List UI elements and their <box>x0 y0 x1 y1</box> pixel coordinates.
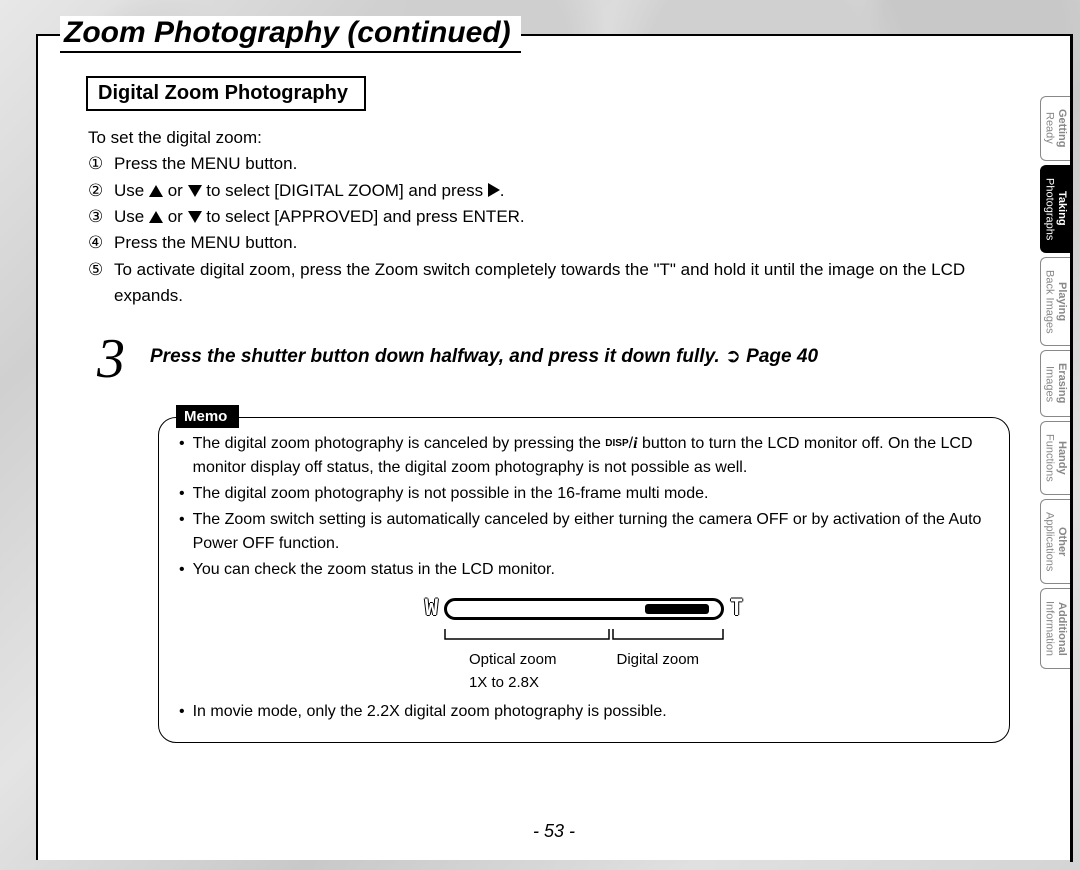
side-tabs: GettingReady TakingPhotographs PlayingBa… <box>1040 96 1070 669</box>
step-3-line: ③ Use or to select [APPROVED] and press … <box>88 204 1010 230</box>
tab-erasing-images[interactable]: ErasingImages <box>1040 350 1070 416</box>
memo-section: Memo • The digital zoom photography is c… <box>158 405 1010 743</box>
step-3-instruction: Press the shutter button down halfway, a… <box>150 337 1010 368</box>
zoom-labels: Optical zoom 1X to 2.8X Digital zoom <box>404 649 764 694</box>
zoom-diagram: W T Optical zoom 1X t <box>404 592 764 694</box>
step-2: ② Use or to select [DIGITAL ZOOM] and pr… <box>88 178 1010 204</box>
step-number-glyph: 3 <box>86 331 136 387</box>
optical-zoom-range: 1X to 2.8X <box>469 672 557 695</box>
memo-item: • The digital zoom photography is cancel… <box>179 432 989 480</box>
tab-playing-back-images[interactable]: PlayingBack Images <box>1040 257 1070 347</box>
step-5: ⑤ To activate digital zoom, press the Zo… <box>88 257 1010 310</box>
memo-item: •You can check the zoom status in the LC… <box>179 558 989 582</box>
setup-steps: To set the digital zoom: ① Press the MEN… <box>88 125 1010 309</box>
zoom-bar <box>444 598 724 620</box>
page-number: - 53 - <box>38 821 1070 842</box>
step-1: ① Press the MENU button. <box>88 151 1010 177</box>
zoom-bar-fill <box>645 604 709 614</box>
intro-line: To set the digital zoom: <box>88 125 1010 151</box>
content-area: Digital Zoom Photography To set the digi… <box>86 76 1010 800</box>
section-heading: Digital Zoom Photography <box>86 76 366 111</box>
digital-zoom-label: Digital zoom <box>617 649 700 672</box>
memo-item: •The Zoom switch setting is automaticall… <box>179 508 989 556</box>
down-arrow-icon <box>188 211 202 223</box>
memo-item: •The digital zoom photography is not pos… <box>179 482 989 506</box>
optical-zoom-label: Optical zoom <box>469 649 557 672</box>
bracket-icon <box>441 627 727 647</box>
tab-getting-ready[interactable]: GettingReady <box>1040 96 1070 161</box>
memo-label: Memo <box>176 405 239 428</box>
up-arrow-icon <box>149 185 163 197</box>
down-arrow-icon <box>188 185 202 197</box>
w-glyph: W <box>425 592 438 625</box>
disp-label: DISP <box>605 438 628 449</box>
reference-icon: ➲ <box>725 346 741 367</box>
memo-item: •In movie mode, only the 2.2X digital zo… <box>179 700 989 724</box>
up-arrow-icon <box>149 211 163 223</box>
tab-additional-information[interactable]: AdditionalInformation <box>1040 588 1070 669</box>
page-title: Zoom Photography (continued) <box>60 16 521 51</box>
t-glyph: T <box>730 592 743 625</box>
right-arrow-icon <box>488 183 500 197</box>
tab-other-applications[interactable]: OtherApplications <box>1040 499 1070 584</box>
title-bar: Zoom Photography (continued) <box>60 16 521 56</box>
tab-handy-functions[interactable]: HandyFunctions <box>1040 421 1070 495</box>
numbered-step-3: 3 Press the shutter button down halfway,… <box>86 337 1010 387</box>
step-4: ④ Press the MENU button. <box>88 230 1010 256</box>
memo-box: • The digital zoom photography is cancel… <box>158 417 1010 743</box>
page-frame: Zoom Photography (continued) Digital Zoo… <box>36 34 1070 860</box>
tab-taking-photographs[interactable]: TakingPhotographs <box>1040 165 1070 253</box>
